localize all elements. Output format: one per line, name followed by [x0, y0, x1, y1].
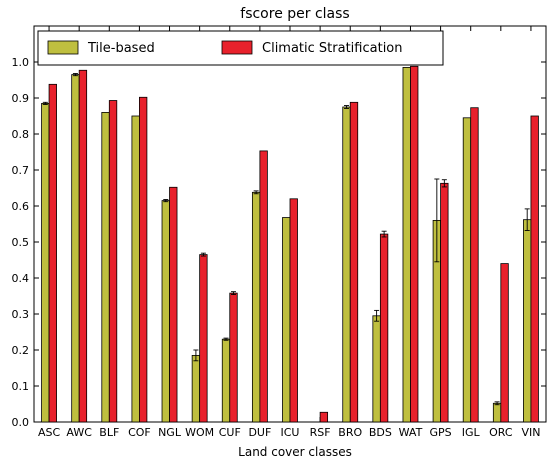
bar-tile-based [342, 106, 351, 423]
y-tick-label: 0.0 [12, 416, 30, 429]
y-tick-label: 1.0 [12, 56, 30, 69]
bar-climatic-stratification [349, 101, 359, 423]
x-tick-label: NGL [158, 426, 182, 439]
y-tick-label: 0.9 [12, 92, 30, 105]
bar-climatic-stratification [259, 150, 268, 423]
y-tick-label: 0.6 [12, 200, 30, 213]
bar-climatic-stratification [229, 292, 238, 423]
x-tick-label: DUF [248, 426, 271, 439]
bar-climatic-stratification [48, 83, 57, 423]
y-tick-label: 0.7 [12, 164, 30, 177]
bar-tile-based [251, 191, 261, 423]
x-tick-label: AWC [66, 426, 92, 439]
x-tick-label: WOM [185, 426, 214, 439]
bar-tile-based [462, 117, 472, 423]
tick-labels: 0.0 0.1 0.2 0.3 0.4 0.5 0.6 0.7 0.8 0.9 1.0 ASC AWC B… [12, 56, 541, 439]
y-tick-label: 0.2 [12, 344, 30, 357]
x-tick-label: RSF [310, 426, 331, 439]
bar-tile-based [191, 354, 201, 423]
bars [41, 65, 539, 423]
bar-tile-based [131, 115, 140, 423]
bar-tile-based [101, 112, 110, 423]
x-tick-label: BLF [99, 426, 119, 439]
bar-tile-based [221, 338, 231, 423]
bar-tile-based [523, 219, 532, 423]
bar-climatic-stratification [199, 254, 208, 423]
bar-climatic-stratification [530, 115, 539, 423]
bar-climatic-stratification [500, 263, 509, 423]
bar-climatic-stratification [470, 107, 479, 423]
legend: Tile-based Climatic Stratification [37, 30, 444, 66]
x-tick-label: VIN [521, 426, 540, 439]
x-tick-label: GPS [430, 426, 452, 439]
bar-tile-based [161, 200, 170, 423]
chart-title: fscore per class [240, 6, 349, 22]
bar-tile-based [372, 315, 381, 423]
bar-tile-based [402, 67, 411, 423]
x-tick-label: IGL [462, 426, 481, 439]
x-tick-label: CUF [219, 426, 241, 439]
y-tick-label: 0.8 [12, 128, 30, 141]
x-tick-label: WAT [399, 426, 423, 439]
y-tick-label: 0.4 [12, 272, 30, 285]
legend-label: Climatic Stratification [262, 41, 403, 56]
bar-climatic-stratification [440, 182, 449, 423]
bar-tile-based [492, 402, 502, 423]
bar-climatic-stratification [289, 198, 298, 423]
x-tick-label: COF [128, 426, 151, 439]
x-axis-title: Land cover classes [238, 445, 352, 459]
y-tick-label: 0.1 [12, 380, 30, 393]
bar-climatic-stratification [379, 233, 389, 423]
x-tick-label: BRO [338, 426, 362, 439]
bar-climatic-stratification [78, 69, 88, 423]
x-tick-label: ASC [38, 426, 61, 439]
bar-tile-based [282, 217, 291, 423]
legend-label: Tile-based [87, 41, 155, 56]
legend-swatch [221, 40, 253, 55]
y-tick-label: 0.3 [12, 308, 30, 321]
bar-tile-based [41, 103, 50, 423]
bar-climatic-stratification [169, 186, 178, 423]
bar-climatic-stratification [108, 100, 118, 423]
bar-tile-based [71, 74, 80, 423]
bar-climatic-stratification [139, 96, 148, 423]
x-tick-label: ICU [281, 426, 300, 439]
x-tick-label: ORC [489, 426, 513, 439]
legend-swatch [47, 40, 79, 55]
x-tick-label: BDS [369, 426, 392, 439]
bar-climatic-stratification [319, 411, 329, 423]
bar-climatic-stratification [410, 65, 419, 423]
y-tick-label: 0.5 [12, 236, 30, 249]
